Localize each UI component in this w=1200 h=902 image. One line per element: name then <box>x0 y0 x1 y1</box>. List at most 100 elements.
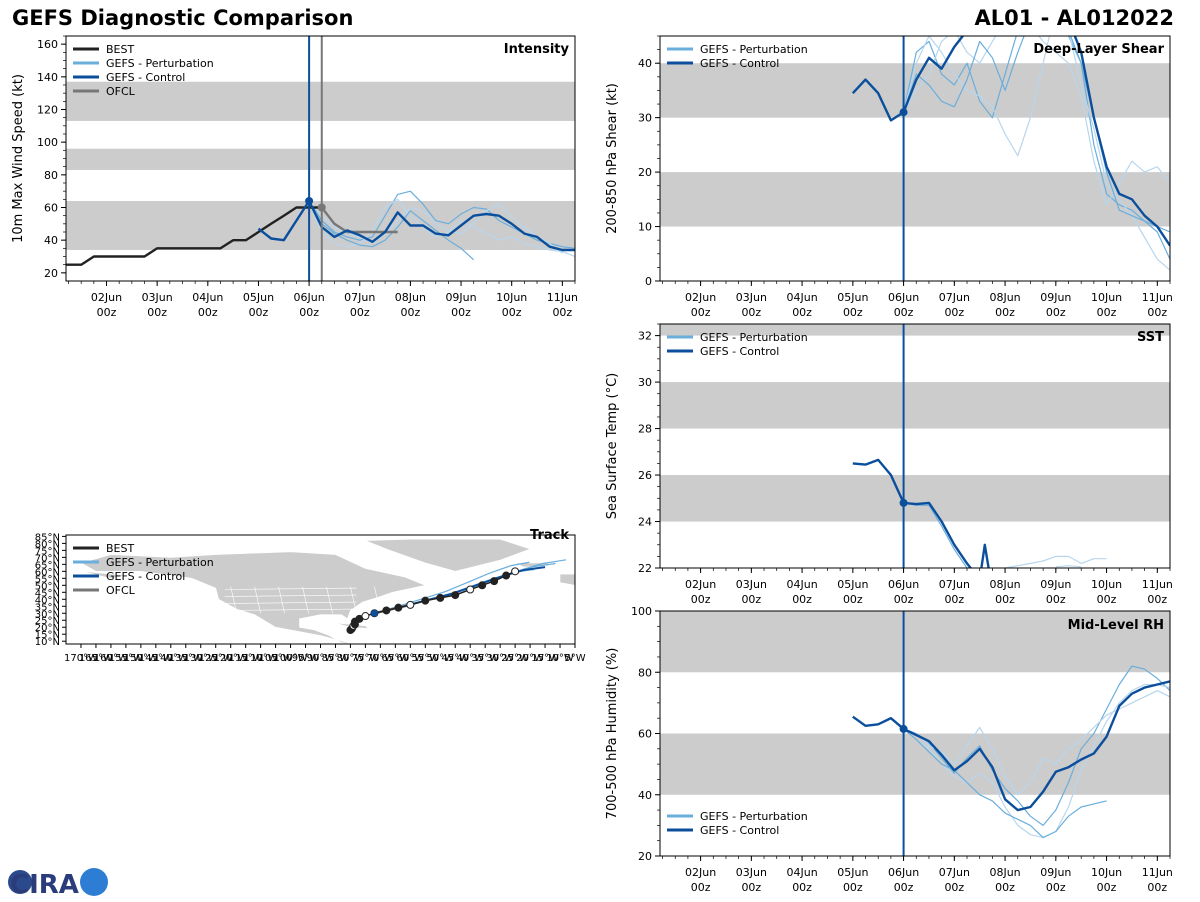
track-lon-label: 20°W <box>516 653 544 664</box>
rh-band <box>660 611 1170 673</box>
intensity-xtick-label-hour: 00z <box>249 306 269 319</box>
intensity-xtick-label-hour: 00z <box>401 306 421 319</box>
sst-xtick-label: 02Jun <box>685 578 716 591</box>
track-boundary <box>326 586 333 614</box>
track-lon-label: 10°W <box>546 653 574 664</box>
shear-ylabel: 200-850 hPa Shear (kt) <box>605 83 620 234</box>
series-line-gefs-perturbation <box>903 728 1107 839</box>
rh-xtick-label: 05Jun <box>837 866 868 879</box>
storm-id: AL01 - AL012022 <box>974 6 1175 30</box>
track-lon-label: 65°W <box>382 653 410 664</box>
sst-xtick-label: 04Jun <box>786 578 817 591</box>
track-title: Track <box>530 528 569 543</box>
intensity-xtick-label: 11Jun <box>547 291 578 304</box>
intensity-xtick-label-hour: 00z <box>350 306 370 319</box>
track-boundary <box>254 586 261 614</box>
rh-xtick-label: 09Jun <box>1040 866 1071 879</box>
series-line-gefs-perturbation <box>903 689 1170 796</box>
rh-xtick-label-hour: 00z <box>1147 881 1167 894</box>
track-legend-label: BEST <box>106 542 134 555</box>
track-chart: 10°N15°N20°N25°N30°N35°N40°N45°N50°N55°N… <box>35 528 586 664</box>
sst-series-group <box>852 458 1107 568</box>
shear-band <box>660 172 1170 227</box>
rh-title: Mid-Level RH <box>1068 618 1164 633</box>
track-lon-label: 130°W <box>184 653 218 664</box>
track-best-point <box>511 567 520 576</box>
track-lon-label: 150°W <box>124 653 158 664</box>
intensity-band <box>66 148 575 170</box>
rh-xtick-label-hour: 00z <box>843 881 863 894</box>
rh-ytick-label: 20 <box>638 850 652 863</box>
sst-band <box>660 382 1170 429</box>
track-lon-label: 75°W <box>352 653 380 664</box>
track-lat-label: 45°N <box>35 588 60 599</box>
series-line-gefs-control <box>851 36 1170 247</box>
track-lon-label: 145°W <box>139 653 173 664</box>
intensity-ytick-label: 120 <box>37 104 58 117</box>
shear-ytick-label: 10 <box>638 221 652 234</box>
track-landmass <box>80 551 427 644</box>
intensity-ytick-label: 20 <box>44 267 58 280</box>
intensity-title: Intensity <box>504 42 570 57</box>
series-line-gefs-perturbation <box>903 502 969 568</box>
track-lat-label: 20°N <box>35 623 60 634</box>
rh-xtick-label-hour: 00z <box>741 881 761 894</box>
shear-xtick-label-hour: 00z <box>1097 306 1117 319</box>
track-best-point <box>502 571 511 580</box>
intensity-ytick-label: 160 <box>37 38 58 51</box>
track-lon-label: 30°W <box>486 653 514 664</box>
intensity-xtick-label: 05Jun <box>243 291 274 304</box>
sst-ylabel: Sea Surface Temp (°C) <box>605 373 620 520</box>
shear-xtick-label-hour: 00z <box>843 306 863 319</box>
shear-xtick-label: 05Jun <box>837 291 868 304</box>
sst-xtick-label: 10Jun <box>1091 578 1122 591</box>
sst-xtick-label-hour: 00z <box>995 593 1015 606</box>
track-lon-label: 45°W <box>441 653 469 664</box>
track-lat-label: 50°N <box>35 581 60 592</box>
intensity-chart: 20 40 60 80 100 120 140 160 02Jun 00z 03Jun 00z 04Ju… <box>11 35 578 319</box>
track-lon-label: 170°W <box>64 653 98 664</box>
intensity-xtick-label-hour: 00z <box>451 306 471 319</box>
intensity-ytick-label: 60 <box>44 202 58 215</box>
intensity-band <box>66 81 575 121</box>
track-lon-label: 135°W <box>169 653 203 664</box>
rh-xtick-label-hour: 00z <box>944 881 964 894</box>
series-line-gefs-perturbation <box>903 683 1170 839</box>
page-title: GEFS Diagnostic Comparison <box>12 6 354 30</box>
track-boundary <box>224 601 357 604</box>
track-best-point <box>478 581 487 590</box>
shear-legend-label: GEFS - Perturbation <box>700 43 808 56</box>
track-lon-label: 15°W <box>531 653 559 664</box>
track-lat-label: 40°N <box>35 595 60 606</box>
track-lon-label: 115°W <box>229 653 263 664</box>
intensity-legend-label: GEFS - Perturbation <box>106 57 214 70</box>
intensity-xtick-label: 06Jun <box>294 291 325 304</box>
shear-xtick-label-hour: 00z <box>741 306 761 319</box>
track-lon-label: 110°W <box>244 653 278 664</box>
track-lon-label: 155°W <box>109 653 143 664</box>
series-line-gefs-perturbation <box>1055 565 1082 568</box>
shear-title: Deep-Layer Shear <box>1033 42 1164 57</box>
track-boundary <box>224 587 357 590</box>
track-lon-label: 105°W <box>259 653 293 664</box>
sst-legend-label: GEFS - Control <box>700 345 779 358</box>
track-best-point <box>421 596 430 605</box>
track-best-point <box>451 591 460 600</box>
track-best-point <box>406 600 415 609</box>
track-lon-label: 70°W <box>367 653 395 664</box>
seal-icon <box>80 868 108 896</box>
intensity-init-marker <box>305 196 314 205</box>
intensity-ytick-label: 80 <box>44 169 58 182</box>
track-best-point <box>466 585 475 594</box>
sst-xtick-label-hour: 00z <box>944 593 964 606</box>
shear-ytick-label: 30 <box>638 112 652 125</box>
shear-ytick-label: 40 <box>638 57 652 70</box>
track-best-point <box>382 606 391 615</box>
sst-frame <box>659 323 1171 569</box>
shear-xtick-label: 10Jun <box>1091 291 1122 304</box>
rh-xtick-label-hour: 00z <box>995 881 1015 894</box>
track-lon-label: 60°W <box>397 653 425 664</box>
rh-xtick-label-hour: 00z <box>894 881 914 894</box>
track-lat-label: 85°N <box>35 532 60 543</box>
